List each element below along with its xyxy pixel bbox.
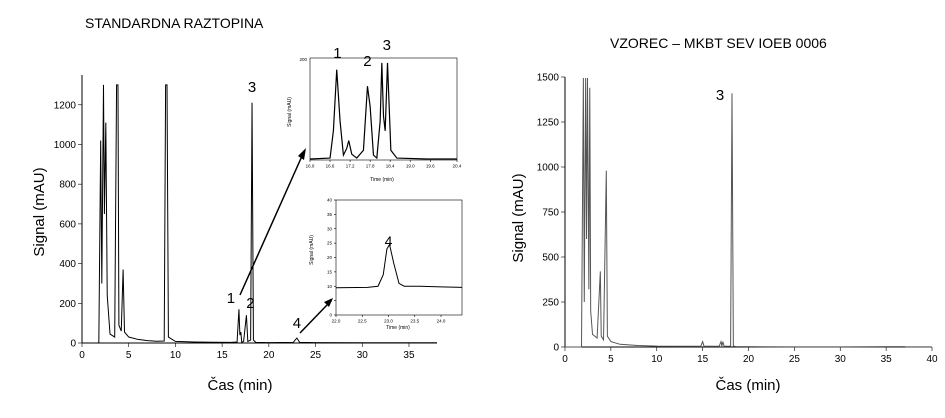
inset-1-axes [309, 57, 458, 161]
peak-label: 4 [293, 315, 301, 332]
x-tick-label: 16.6 [326, 164, 335, 169]
x-tick-label: 20 [263, 350, 275, 361]
inset-2-chromatogram-line [335, 243, 463, 289]
right-chart-axes [564, 77, 932, 348]
left-chromatogram-line [82, 84, 437, 344]
peak-label: 4 [385, 233, 393, 249]
y-tick-label: 200 [299, 57, 307, 62]
inset-2-peak-labels: 4 [385, 233, 393, 249]
x-tick-label: 19.0 [406, 164, 415, 169]
y-tick-label: 1500 [537, 73, 560, 84]
right-y-axis-label: Signal (mAU) [510, 173, 527, 262]
x-tick-label: 5 [126, 350, 132, 361]
x-tick-label: 24.0 [437, 319, 446, 324]
x-tick-label: 15 [697, 354, 709, 365]
right-chromatogram-line [565, 77, 932, 348]
arrow-to-inset-2 [299, 304, 328, 334]
arrow-to-inset-1 [239, 155, 303, 296]
y-tick-label: 20 [327, 255, 333, 260]
right-chart-ticks: 0 5 10 15 20 25 30 35 40 0 250 500 750 1000 1250 1500 [537, 73, 938, 366]
y-tick-label: 750 [542, 208, 559, 219]
plot-frame [335, 199, 463, 316]
right-chart-title: VZOREC – MKBT SEV IOEB 0006 [610, 35, 827, 51]
y-tick-label: 15 [327, 269, 333, 274]
x-tick-label: 10 [170, 350, 182, 361]
x-tick-label: 19.6 [426, 164, 435, 169]
inset-1-chromatogram-line [309, 62, 457, 160]
x-tick-label: 35 [403, 350, 415, 361]
x-tick-label: 30 [357, 350, 369, 361]
y-tick-label: 40 [327, 198, 333, 203]
inset-1-peak-labels: 1 23 [333, 37, 391, 70]
y-tick-label: 0 [553, 343, 559, 354]
y-tick-label: 0 [329, 313, 332, 318]
inset-1-ticks: 16.0 16.6 17.2 17.8 18.4 19.0 19.6 20.4 200 [299, 57, 461, 169]
peak-label: 2 [246, 295, 254, 312]
peak-label: 3 [716, 87, 724, 104]
y-tick-label: 1000 [537, 163, 560, 174]
x-tick-label: 20 [743, 354, 755, 365]
x-tick-label: 30 [835, 354, 847, 365]
x-tick-label: 20.4 [453, 164, 462, 169]
x-tick-label: 17.8 [366, 164, 375, 169]
inset-2-y-axis-label: Signal (mAU) [309, 235, 315, 265]
y-tick-label: 800 [59, 180, 76, 191]
arrow-head-inset-2 [324, 298, 333, 307]
x-tick-label: 5 [608, 354, 614, 365]
peak-label: 1 [227, 290, 235, 307]
left-y-axis-label: Signal (mAU) [31, 167, 48, 256]
y-tick-label: 200 [59, 299, 76, 310]
x-tick-label: 25 [789, 354, 801, 365]
y-tick-label: 30 [327, 226, 333, 231]
x-tick-label: 23.5 [410, 319, 419, 324]
y-tick-label: 400 [59, 259, 76, 270]
y-tick-label: 1250 [537, 118, 560, 129]
y-tick-label: 1200 [54, 100, 77, 111]
left-x-axis-label: Čas (min) [207, 377, 272, 394]
x-tick-label: 18.4 [386, 164, 395, 169]
x-tick-label: 17.2 [346, 164, 355, 169]
right-peak-labels: 3 [716, 87, 724, 104]
peak-label: 3 [383, 37, 391, 54]
right-x-axis-label: Čas (min) [715, 377, 780, 394]
plot-frame [309, 57, 458, 161]
x-tick-label: 35 [881, 354, 893, 365]
x-tick-label: 22.0 [332, 319, 341, 324]
inset-2-axes [335, 199, 463, 316]
x-tick-label: 23.0 [384, 319, 393, 324]
arrow-head-inset-1 [298, 148, 306, 160]
y-tick-label: 35 [327, 212, 333, 217]
x-tick-label: 15 [217, 350, 229, 361]
x-tick-label: 25 [310, 350, 322, 361]
x-tick-label: 0 [79, 350, 85, 361]
peak-label: 1 [333, 45, 341, 62]
x-tick-label: 16.0 [306, 164, 315, 169]
y-tick-label: 0 [70, 339, 76, 350]
inset-1-y-axis-label: Signal (mAU) [287, 97, 293, 127]
y-tick-label: 250 [542, 298, 559, 309]
y-tick-label: 500 [542, 253, 559, 264]
y-tick-label: 1000 [54, 140, 77, 151]
x-tick-label: 10 [651, 354, 663, 365]
inset-2-x-axis-label: Time (min) [386, 325, 410, 331]
inset-2-ticks: 22.022.523.023.524.00510152025303540 [327, 198, 446, 324]
left-peak-labels: 1 2 3 4 [227, 79, 301, 332]
peak-label: 3 [248, 79, 256, 96]
inset-1-x-axis-label: Time (min) [370, 177, 394, 183]
x-tick-label: 40 [926, 354, 938, 365]
y-tick-label: 25 [327, 241, 333, 246]
y-tick-label: 600 [59, 219, 76, 230]
x-tick-label: 0 [562, 354, 568, 365]
y-tick-label: 10 [327, 284, 333, 289]
left-chart-title: STANDARDNA RAZTOPINA [85, 15, 264, 31]
x-tick-label: 22.5 [358, 319, 367, 324]
peak-label: 2 [363, 53, 371, 70]
zoom-arrows [239, 148, 333, 334]
